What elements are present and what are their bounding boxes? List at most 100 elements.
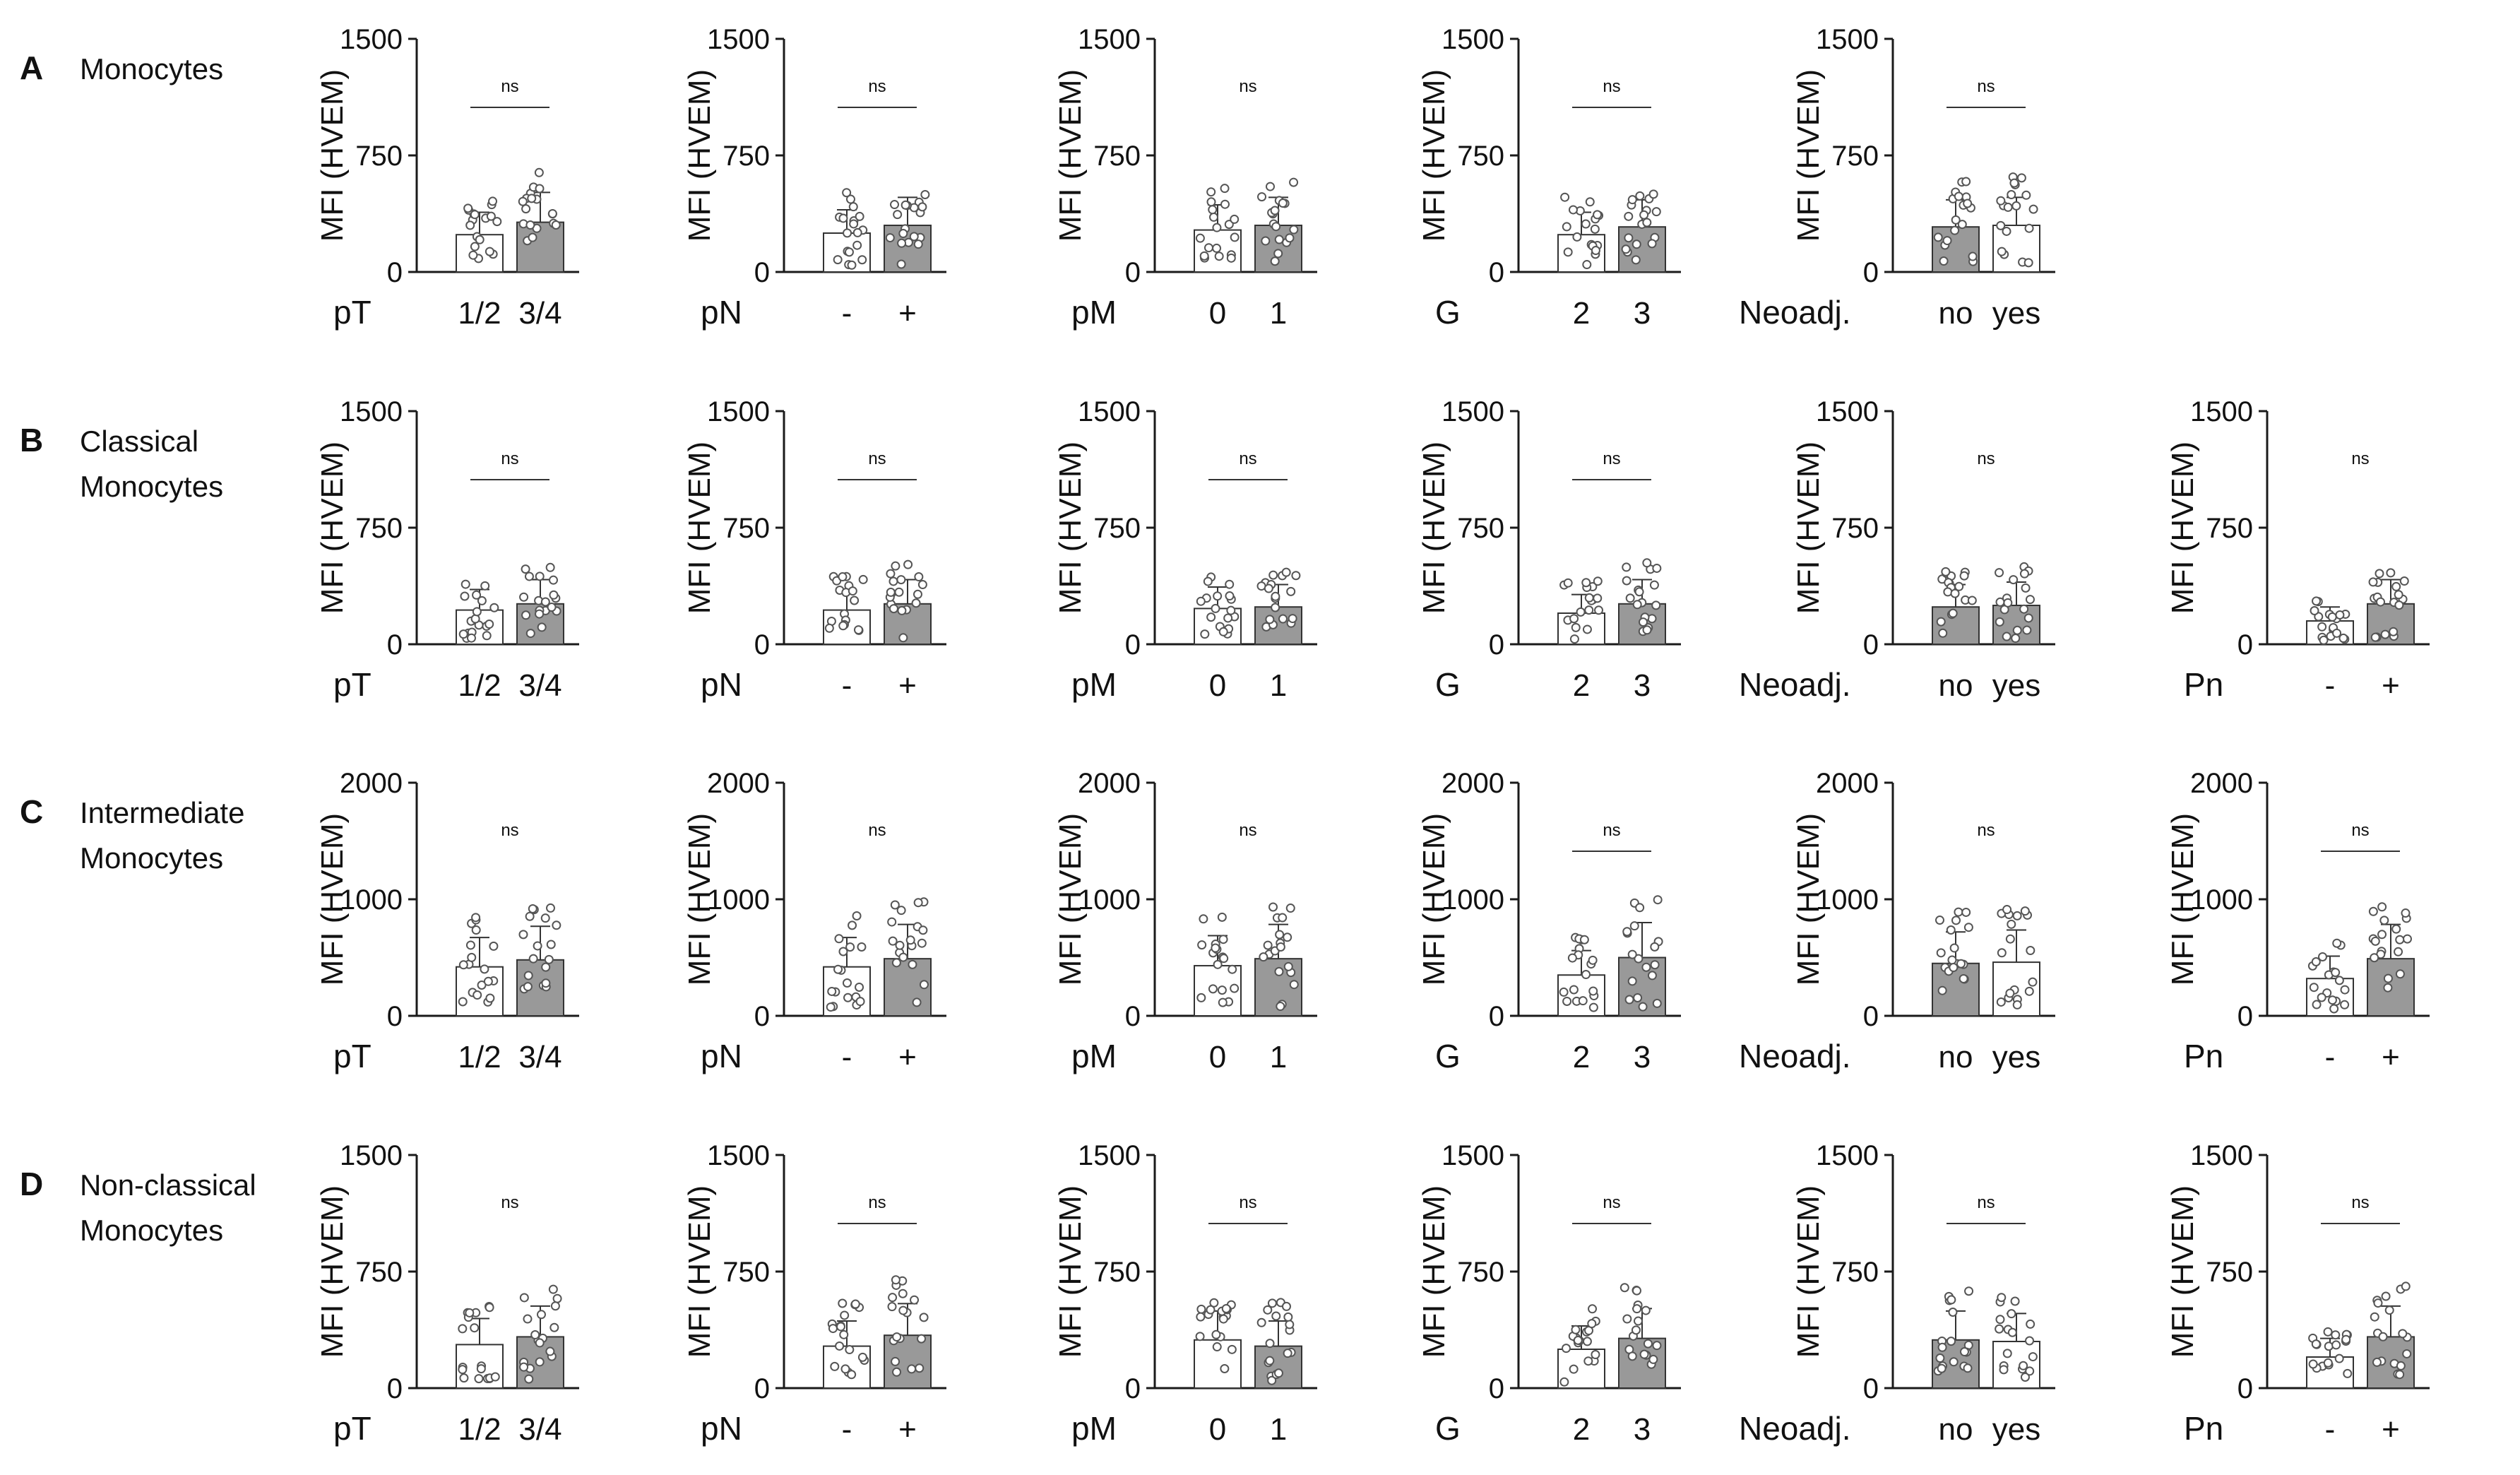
data-point — [840, 1364, 850, 1374]
y-tick-label: 0 — [1125, 629, 1141, 661]
data-point — [2323, 1358, 2333, 1368]
data-point — [2026, 946, 2035, 956]
x-category-label: 1/2 — [458, 1412, 501, 1447]
data-point — [2005, 934, 2015, 944]
x-category-label: + — [2382, 668, 2400, 703]
data-point — [1265, 1356, 1275, 1366]
data-point — [1581, 970, 1591, 980]
subplot-C-pN: MFI (HVEM) 0 1000 2000 - + pN ns — [682, 768, 946, 1074]
data-point — [2025, 1336, 2035, 1346]
data-point — [1562, 222, 1571, 232]
data-point — [857, 255, 867, 265]
data-point — [525, 911, 535, 921]
data-point — [903, 559, 913, 569]
y-axis-label: MFI (HVEM) — [682, 1185, 717, 1358]
data-point — [1291, 571, 1301, 581]
subplot-A-G: MFI (HVEM) 0 750 1500 2 3 Gns — [1417, 24, 1681, 331]
data-point — [2370, 953, 2379, 963]
variable-label: pN — [701, 1410, 742, 1447]
data-point — [480, 964, 489, 974]
data-point — [1285, 1320, 1295, 1329]
data-point — [1946, 925, 1956, 935]
data-point — [1195, 1332, 1205, 1341]
data-point — [827, 986, 837, 996]
data-point — [2021, 583, 2031, 593]
data-point — [855, 982, 864, 992]
data-point — [914, 572, 924, 582]
data-point — [1650, 942, 1660, 952]
data-point — [911, 598, 921, 608]
variable-label: Neoadj. — [1739, 1410, 1851, 1447]
data-point — [1227, 1344, 1237, 1354]
data-point — [2340, 1000, 2350, 1009]
data-point — [858, 574, 868, 584]
data-point — [2395, 1370, 2405, 1380]
subplot-B-pT: MFI (HVEM) 0 750 1500 1/2 3/4 pT ns — [315, 396, 579, 703]
panel-title: Non-classical — [80, 1168, 256, 1202]
data-point — [2025, 1366, 2035, 1376]
y-tick-label: 2000 — [1078, 768, 1141, 799]
data-point — [2007, 1327, 2017, 1337]
significance-label: ns — [1239, 77, 1256, 96]
data-point — [1579, 935, 1589, 944]
y-tick-label: 0 — [754, 629, 770, 661]
y-tick-label: 0 — [1125, 1373, 1141, 1404]
y-tick-label: 0 — [1489, 629, 1504, 661]
subplot-B-Neoadj.: MFI (HVEM) 0 750 1500 no yes Neoadj. ns — [1739, 396, 2055, 703]
data-point — [472, 590, 482, 600]
data-point — [2395, 969, 2405, 979]
data-point — [1230, 983, 1240, 993]
data-point — [2311, 956, 2321, 966]
data-point — [486, 211, 496, 221]
data-point — [2003, 598, 2013, 608]
data-point — [1582, 624, 1592, 634]
data-point — [467, 952, 477, 962]
panel-title: Monocytes — [80, 1214, 223, 1247]
y-tick-label: 750 — [1831, 1257, 1879, 1288]
y-axis-label: MFI (HVEM) — [1791, 69, 1826, 242]
data-point — [472, 607, 482, 617]
data-point — [1641, 1305, 1651, 1315]
x-category-label: yes — [1992, 1412, 2040, 1447]
data-point — [1996, 220, 2006, 230]
data-point — [2019, 1361, 2028, 1370]
data-point — [1217, 912, 1227, 922]
data-point — [474, 1374, 484, 1384]
y-axis-label: MFI (HVEM) — [1053, 69, 1088, 242]
data-point — [547, 603, 557, 612]
y-tick-label: 1500 — [340, 1140, 403, 1171]
data-point — [2026, 1319, 2035, 1329]
data-point — [857, 1352, 867, 1362]
data-point — [549, 575, 559, 585]
data-point — [2028, 204, 2038, 214]
y-tick-label: 0 — [387, 629, 403, 661]
data-point — [2005, 988, 2015, 998]
y-tick-label: 0 — [1489, 1001, 1504, 1032]
y-tick-label: 1000 — [1078, 884, 1141, 916]
data-point — [1634, 587, 1644, 597]
data-point — [1211, 943, 1220, 953]
x-category-label: 2 — [1573, 1412, 1590, 1447]
data-point — [857, 942, 867, 952]
data-point — [1578, 996, 1588, 1006]
y-tick-label: 750 — [723, 1257, 770, 1288]
data-point — [919, 1313, 929, 1322]
data-point — [901, 200, 910, 210]
data-point — [1212, 223, 1222, 232]
data-point — [1649, 580, 1659, 590]
y-tick-label: 0 — [387, 1373, 403, 1404]
data-point — [838, 213, 848, 223]
data-point — [1590, 224, 1600, 234]
data-point — [1230, 232, 1240, 242]
significance-label: ns — [501, 821, 518, 840]
subplot-D-G: MFI (HVEM) 0 750 1500 2 3 Gns — [1417, 1140, 1681, 1447]
data-point — [1271, 222, 1281, 232]
data-point — [2375, 569, 2384, 579]
data-point — [547, 208, 557, 218]
data-point — [2343, 1368, 2353, 1378]
data-point — [489, 603, 499, 612]
significance-label: ns — [2351, 1193, 2369, 1212]
data-point — [546, 940, 556, 949]
data-point — [470, 1323, 480, 1333]
